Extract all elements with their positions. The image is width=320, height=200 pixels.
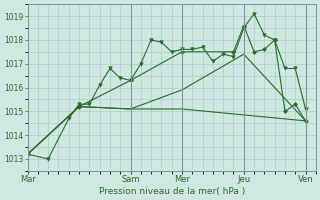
X-axis label: Pression niveau de la mer( hPa ): Pression niveau de la mer( hPa ) — [99, 187, 245, 196]
